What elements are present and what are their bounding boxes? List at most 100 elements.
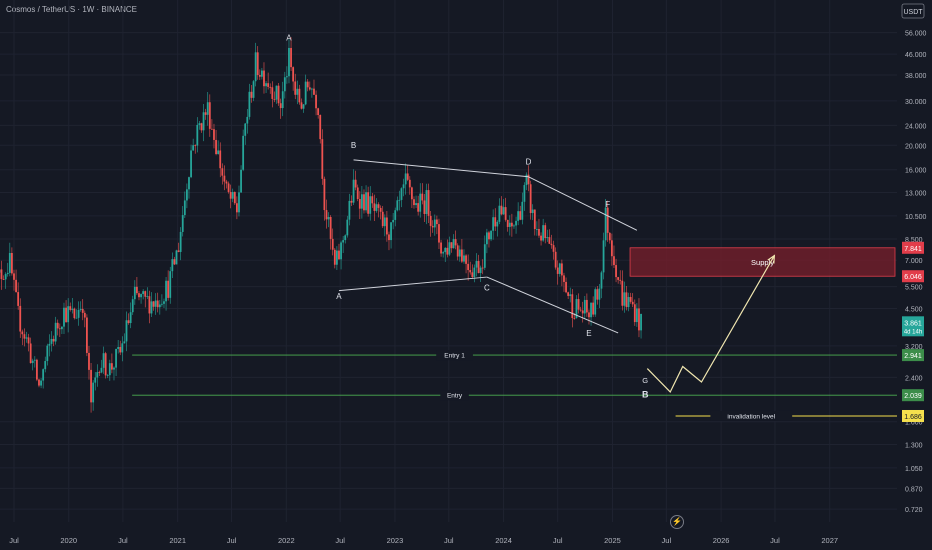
candle-body [431, 225, 434, 228]
candle-body [325, 210, 328, 220]
candle-body [48, 343, 51, 346]
candle-body [444, 247, 447, 253]
candlesticks [0, 37, 642, 413]
candle-body [588, 312, 590, 318]
candle-body [369, 196, 372, 214]
y-tick-label: 4.500 [905, 307, 923, 314]
x-tick-label: Jul [662, 536, 672, 545]
candle-body [383, 217, 386, 227]
candle-body [4, 274, 7, 280]
candle-body [52, 338, 55, 342]
x-tick-label: Jul [770, 536, 780, 545]
x-tick-label: Jul [553, 536, 563, 545]
candle-body [192, 145, 195, 151]
candle-body [44, 361, 47, 370]
candle-body [333, 249, 336, 265]
candle-body [340, 242, 342, 260]
candle-body [388, 234, 390, 241]
candle-body [548, 237, 551, 244]
candle-body [400, 188, 403, 200]
wave-label: C [484, 284, 490, 293]
candle-body [446, 247, 449, 255]
candle-body [425, 190, 428, 215]
candle-body [165, 280, 167, 302]
candle-body [458, 249, 461, 257]
x-tick-label: 2023 [387, 536, 404, 545]
candle-body [273, 98, 276, 100]
candle-body [569, 294, 572, 296]
candle-body [285, 76, 288, 78]
x-tick-label: 2026 [713, 536, 730, 545]
candle-body [533, 209, 536, 230]
candle-body [173, 259, 176, 265]
candle-body [485, 232, 488, 245]
candle-body [183, 200, 186, 216]
candle-body [531, 209, 534, 214]
candle-body [494, 217, 497, 227]
candle-body [415, 203, 417, 206]
candle-body [29, 343, 32, 364]
candle-body [56, 322, 59, 329]
candle-body [608, 232, 611, 241]
candle-body [504, 207, 507, 220]
candle-body [454, 239, 457, 246]
projection-label: G [642, 376, 648, 385]
candle-body [410, 187, 413, 200]
candle-body [360, 194, 363, 209]
candle-body [479, 267, 482, 274]
candle-body [71, 308, 74, 310]
candle-body [73, 308, 76, 319]
candle-body [571, 294, 574, 318]
candle-body [175, 250, 178, 265]
candle-body [42, 369, 45, 381]
candle-body [500, 205, 503, 215]
candle-body [271, 87, 274, 99]
y-tick-label: 56.000 [905, 31, 927, 38]
candle-body [385, 217, 388, 235]
x-tick-label: Jul [444, 536, 454, 545]
candle-body [471, 272, 474, 278]
candle-body [65, 307, 67, 323]
candle-body [408, 179, 411, 188]
level-label-bg [436, 350, 473, 361]
y-tick-label: 10.500 [905, 214, 927, 221]
candle-body [583, 299, 586, 314]
candle-body [67, 306, 70, 323]
candle-body [321, 139, 324, 179]
candle-body [15, 279, 17, 293]
candle-body [342, 240, 345, 243]
candle-body [258, 75, 261, 77]
candle-body [111, 363, 113, 370]
candle-body [513, 225, 515, 227]
candle-body [550, 243, 553, 246]
candle-body [171, 259, 174, 272]
candle-body [390, 222, 392, 241]
candle-body [323, 178, 326, 211]
candle-body [46, 345, 49, 362]
candle-body [79, 308, 82, 310]
candle-body [158, 304, 161, 308]
trendline-upper-d-f [528, 176, 638, 231]
candle-body [61, 326, 63, 330]
candle-body [275, 85, 278, 100]
candle-body [575, 299, 578, 319]
candle-body [565, 281, 567, 293]
candle-body [200, 123, 203, 131]
current-price-label: 3.861 [904, 320, 922, 327]
level-label: invalidation level [727, 413, 775, 420]
trendline-lower-c-e [486, 276, 619, 334]
candle-body [33, 359, 36, 361]
x-tick-label: 2020 [60, 536, 77, 545]
y-tick-label: 1.300 [905, 442, 923, 449]
replay-icon[interactable]: ⚡ [670, 515, 684, 529]
candle-body [288, 47, 290, 77]
candle-body [490, 230, 492, 240]
candle-body [552, 245, 555, 252]
candle-body [356, 187, 359, 199]
candle-body [179, 231, 182, 252]
candle-body [254, 52, 257, 82]
candle-body [198, 123, 201, 125]
candle-body [540, 235, 542, 241]
candle-body [427, 190, 430, 216]
